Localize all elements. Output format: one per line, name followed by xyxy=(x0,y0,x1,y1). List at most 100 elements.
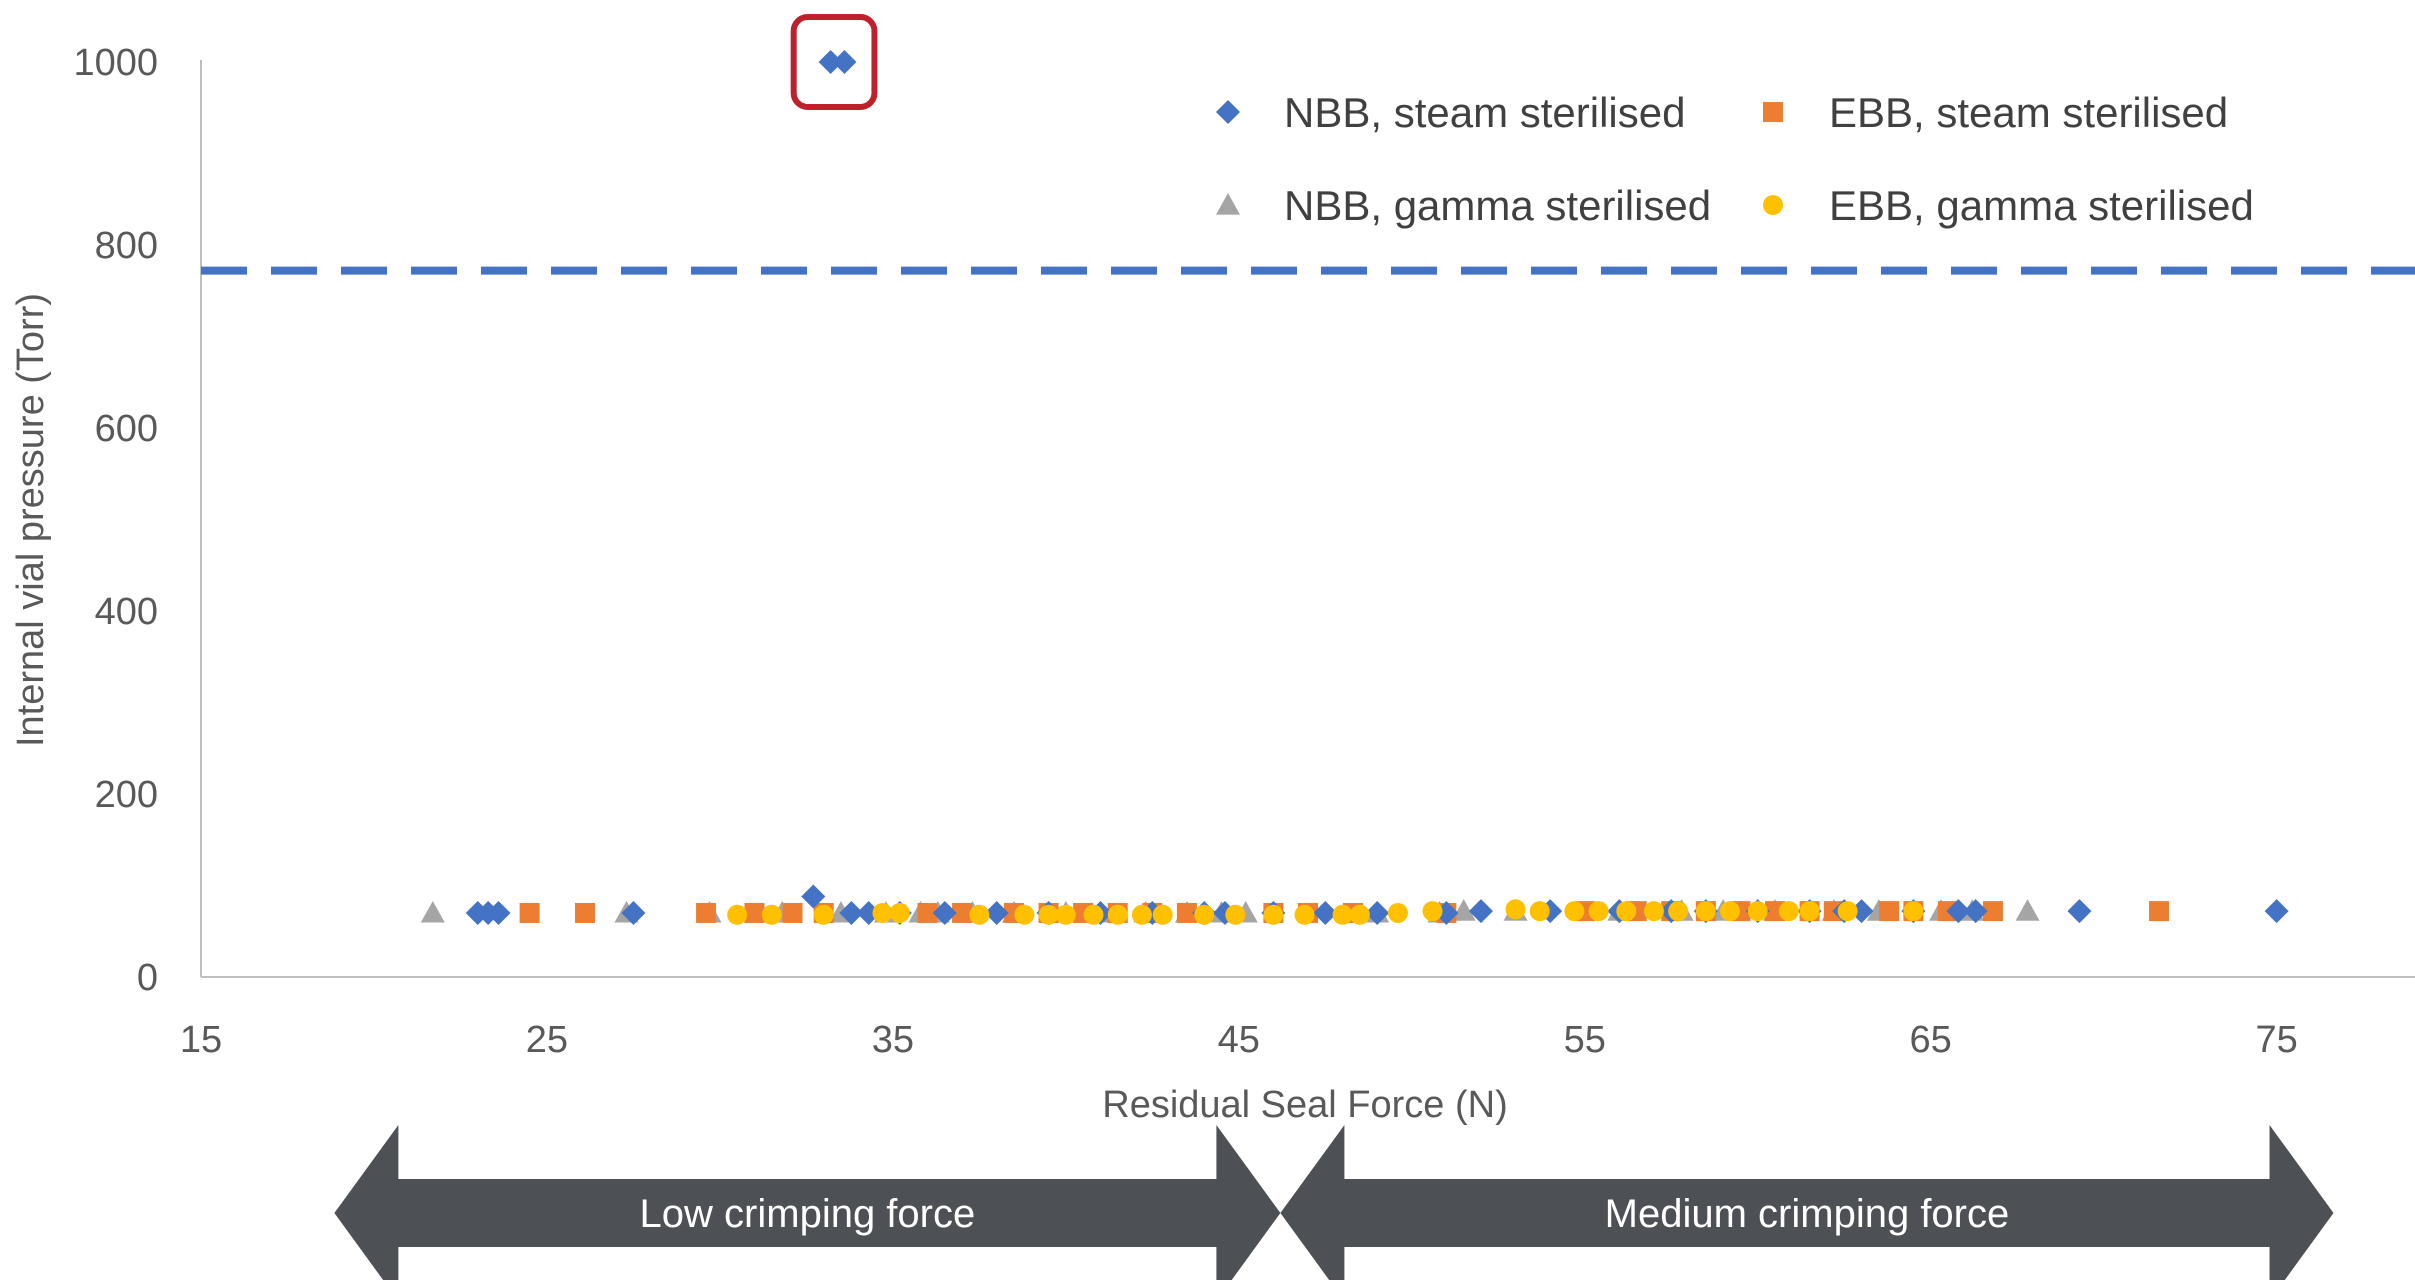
data-point-square xyxy=(1879,901,1900,922)
data-point-circle xyxy=(727,904,748,925)
data-point-circle xyxy=(889,902,910,923)
y-tick-label: 400 xyxy=(95,591,158,633)
x-tick-labels: 15 25 35 45 55 65 75 xyxy=(180,1019,2298,1061)
data-point-circle xyxy=(1564,901,1585,922)
data-point-square xyxy=(519,902,540,923)
data-point-circle xyxy=(1695,901,1716,922)
data-point-square xyxy=(782,902,803,923)
y-tick-label: 800 xyxy=(95,225,158,267)
data-point-circle xyxy=(1349,904,1370,925)
x-tick-label: 65 xyxy=(1910,1019,1952,1061)
data-point-circle xyxy=(1038,904,1059,925)
legend-marker-triangle xyxy=(1216,193,1240,215)
data-point-diamond xyxy=(486,900,511,925)
data-point-circle xyxy=(1294,904,1315,925)
y-tick-label: 200 xyxy=(95,774,158,816)
data-point-circle xyxy=(1720,901,1741,922)
data-point-circle xyxy=(1107,904,1128,925)
data-point-circle xyxy=(1668,901,1689,922)
data-point-diamond xyxy=(2067,899,2092,924)
data-point-circle xyxy=(1387,902,1408,923)
arrow-label: Low crimping force xyxy=(640,1192,976,1236)
double-arrow-shape xyxy=(1280,1125,2334,1280)
data-point-square xyxy=(574,902,595,923)
data-point-square xyxy=(1176,902,1197,923)
data-point-circle xyxy=(1529,901,1550,922)
data-point-square xyxy=(1765,901,1786,922)
data-point-circle xyxy=(1643,901,1664,922)
data-point-circle xyxy=(1194,904,1215,925)
data-point-diamond xyxy=(932,900,957,925)
legend-marker-square xyxy=(1763,102,1783,122)
data-point-square xyxy=(2149,901,2170,922)
highlight-box-group xyxy=(790,14,878,110)
data-point-square xyxy=(696,902,717,923)
x-tick-label: 75 xyxy=(2255,1019,2297,1061)
legend-marker-diamond xyxy=(1216,100,1240,124)
x-tick-label: 45 xyxy=(1218,1019,1260,1061)
arrow-label: Medium crimping force xyxy=(1605,1192,2010,1236)
data-point-square xyxy=(1982,901,2003,922)
y-tick-label: 1000 xyxy=(73,42,158,84)
data-point-circle xyxy=(1588,901,1609,922)
x-tick-label: 35 xyxy=(872,1019,914,1061)
legend-label: EBB, steam sterilised xyxy=(1829,89,2228,136)
data-point-circle xyxy=(1014,904,1035,925)
data-point-circle xyxy=(813,904,834,925)
data-point-square xyxy=(917,902,938,923)
data-point-diamond xyxy=(1313,900,1338,925)
data-point-diamond xyxy=(832,50,857,74)
legend-item: EBB, gamma sterilised xyxy=(1763,182,2254,229)
data-point-diamond xyxy=(839,900,864,925)
data-point-diamond xyxy=(1468,899,1493,924)
data-point-diamond xyxy=(1963,899,1988,924)
data-point-circle xyxy=(761,904,782,925)
crimping-arrow: Low crimping force xyxy=(334,1125,1281,1280)
legend-marker-circle xyxy=(1763,195,1783,215)
data-point-circle xyxy=(1152,904,1173,925)
crimping-arrow: Medium crimping force xyxy=(1280,1125,2334,1280)
data-point-circle xyxy=(1799,901,1820,922)
data-point-circle xyxy=(1778,901,1799,922)
data-point-circle xyxy=(1131,904,1152,925)
data-point-triangle xyxy=(2015,899,2040,921)
x-tick-label: 15 xyxy=(180,1019,222,1061)
y-tick-label: 600 xyxy=(95,408,158,450)
data-point-circle xyxy=(1225,904,1246,925)
data-point-circle xyxy=(1747,901,1768,922)
data-point-diamond xyxy=(1365,900,1390,925)
data-point-circle xyxy=(1903,901,1924,922)
data-point-circle xyxy=(969,904,990,925)
x-axis-title: Residual Seal Force (N) xyxy=(1102,1084,1507,1126)
x-tick-label: 55 xyxy=(1564,1019,1606,1061)
y-axis-title: Internal vial pressure (Torr) xyxy=(10,293,52,747)
data-point-diamond xyxy=(621,900,646,925)
y-tick-label: 0 xyxy=(137,957,158,999)
data-point-triangle xyxy=(1451,899,1476,921)
data-point-circle xyxy=(1332,904,1353,925)
series-circle xyxy=(727,899,1924,925)
data-point-circle xyxy=(1083,904,1104,925)
data-point-triangle xyxy=(420,900,445,923)
outlier-highlight-box xyxy=(790,14,878,110)
data-point-diamond xyxy=(2264,899,2289,924)
data-point-circle xyxy=(872,902,893,923)
legend-label: NBB, steam sterilised xyxy=(1284,89,1685,136)
data-point-diamond xyxy=(818,50,843,74)
legend-item: EBB, steam sterilised xyxy=(1763,89,2228,136)
legend-item: NBB, gamma sterilised xyxy=(1216,182,1711,229)
x-tick-label: 25 xyxy=(526,1019,568,1061)
data-point-square xyxy=(744,902,765,923)
data-point-circle xyxy=(1263,904,1284,925)
legend-label: NBB, gamma sterilised xyxy=(1284,182,1711,229)
legend-label: EBB, gamma sterilised xyxy=(1829,182,2254,229)
data-point-circle xyxy=(1616,901,1637,922)
data-point-circle xyxy=(1505,899,1526,920)
data-point-diamond xyxy=(801,884,826,909)
double-arrow-shape xyxy=(334,1125,1281,1280)
data-point-circle xyxy=(1422,901,1443,922)
data-point-diamond xyxy=(984,900,1009,925)
legend-item: NBB, steam sterilised xyxy=(1216,89,1685,136)
y-tick-labels: 0 200 400 600 800 1000 xyxy=(73,42,158,999)
